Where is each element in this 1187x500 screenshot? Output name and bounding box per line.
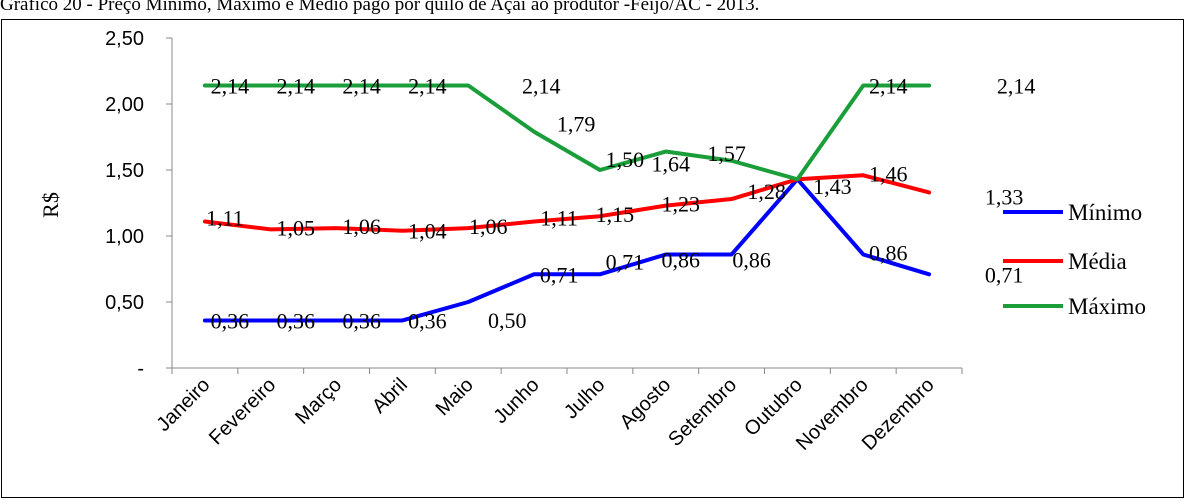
x-tick-label: Junho (490, 374, 544, 428)
data-label: 2,14 (342, 74, 381, 99)
data-label: 0,36 (277, 308, 316, 333)
data-label: 1,04 (408, 219, 447, 244)
data-label: 0,86 (732, 247, 771, 272)
data-label: 1,33 (985, 184, 1024, 209)
data-label: 0,36 (408, 308, 447, 333)
data-labels: 0,36 0,36 0,36 0,36 0,50 0,71 0,71 0,86 0,86 0,86… (206, 74, 1035, 334)
y-tick-label: 0,50 (105, 292, 144, 314)
y-tick-label: 2,50 (105, 28, 144, 50)
data-label: 1,64 (652, 152, 691, 177)
x-tick-label: Julho (560, 374, 609, 423)
data-label: 1,06 (469, 214, 508, 239)
data-label: 2,14 (211, 74, 250, 99)
data-label: 1,79 (557, 112, 596, 137)
data-label: 2,14 (277, 74, 316, 99)
data-label: 1,06 (342, 214, 381, 239)
data-label: 1,50 (606, 147, 645, 172)
data-label: 0,71 (606, 249, 645, 274)
data-label: 0,50 (488, 308, 527, 333)
y-tick-label: 2,00 (105, 94, 144, 116)
legend-label: Máximo (1068, 294, 1146, 319)
x-tick-label: Outubro (740, 374, 807, 441)
data-label: 1,57 (707, 141, 746, 166)
data-label: 1,28 (747, 179, 786, 204)
x-tick-label: Fevereiro (205, 374, 280, 449)
chart-caption: Gráfico 20 - Preço Mínimo, Máximo e Médi… (0, 0, 760, 15)
series-lines (202, 83, 932, 323)
series-line (202, 173, 932, 233)
chart-frame (1, 19, 1184, 498)
data-label: 1,46 (869, 161, 908, 186)
data-label: 0,86 (869, 240, 908, 265)
x-tick-label: Março (291, 374, 346, 429)
x-tick-label: Setembro (664, 374, 741, 451)
data-label: 2,14 (997, 74, 1036, 99)
data-label: 0,36 (342, 308, 381, 333)
legend-label: Média (1068, 249, 1127, 274)
data-label: 0,86 (662, 247, 701, 272)
x-tick-label: Maio (432, 374, 478, 420)
data-label: 1,23 (662, 192, 701, 217)
x-tick-label: Dezembro (858, 374, 939, 455)
data-label: 2,14 (522, 74, 561, 99)
x-tick-label: Agosto (616, 374, 676, 434)
y-tick-label: 1,50 (105, 160, 144, 182)
data-label: 2,14 (869, 74, 908, 99)
series-line (202, 83, 932, 182)
data-label: 0,71 (985, 262, 1024, 287)
data-label: 1,43 (813, 174, 852, 199)
data-label: 1,15 (596, 202, 635, 227)
data-label: 1,05 (277, 215, 316, 240)
legend-label: Mínimo (1068, 200, 1142, 225)
y-tick-label: - (137, 358, 144, 380)
x-tick-label: Abril (368, 374, 412, 418)
data-label: 1,11 (540, 205, 578, 230)
x-tick-label: Janeiro (153, 374, 215, 436)
y-tick-label: 1,00 (105, 226, 144, 248)
data-label: 0,71 (540, 262, 579, 287)
data-label: 1,11 (206, 205, 244, 230)
data-label: 0,36 (211, 308, 250, 333)
legend: Mínimo Média Máximo (1003, 200, 1146, 319)
series-line (202, 177, 932, 323)
data-label: 2,14 (408, 74, 447, 99)
y-axis-title: R$ (38, 192, 63, 218)
